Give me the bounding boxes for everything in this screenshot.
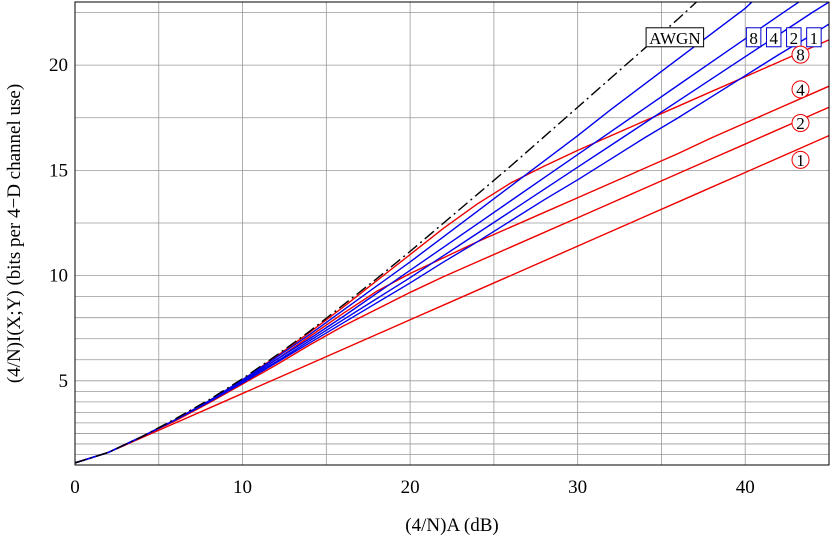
series-line-blue-1: [75, 23, 829, 464]
label-box: [745, 27, 762, 48]
series-label-text: 1: [810, 29, 819, 48]
series-label-red-4: 4: [791, 80, 810, 99]
x-tick-label: 20: [401, 477, 420, 498]
series-line-red-4: [75, 85, 829, 464]
series-label-black-awgn: AWGN: [645, 27, 705, 48]
series-label-text: 2: [790, 29, 799, 48]
label-box: [786, 27, 802, 48]
label-circle: [791, 114, 810, 133]
x-tick-labels: 0 10 20 30 40: [70, 477, 754, 498]
x-tick-label: 10: [233, 477, 252, 498]
series-line-red-8: [75, 39, 829, 464]
series-label-text: 2: [796, 114, 805, 133]
series-line-red-2: [75, 106, 829, 464]
x-tick-label: 0: [70, 477, 80, 498]
series-label-blue-2: 2: [786, 27, 802, 48]
series-label-red-1: 1: [791, 150, 810, 170]
series-label-red-8: 8: [791, 45, 810, 65]
series-label-text: 4: [796, 80, 805, 99]
series-line-blue-4: [75, 2, 800, 464]
label-box: [645, 27, 705, 48]
y-tick-label: 10: [49, 266, 68, 287]
x-tick-label: 40: [736, 477, 755, 498]
series-label-text: 8: [749, 29, 758, 48]
y-tick-labels: 5 10 15 20: [49, 55, 68, 392]
x-axis-label: (4/N)A (dB): [405, 515, 498, 536]
series-label-text: 1: [796, 151, 805, 170]
label-circle: [791, 45, 810, 64]
label-circle: [791, 80, 810, 99]
series-label-text: AWGN: [649, 29, 701, 48]
series-line-blue-2: [75, 2, 829, 464]
y-tick-label: 15: [49, 160, 68, 181]
label-box: [806, 27, 822, 48]
series-label-text: 8: [796, 46, 805, 65]
series-label-blue-8: 8: [745, 27, 762, 48]
series-label-blue-4: 4: [765, 27, 782, 48]
label-circle: [791, 150, 810, 169]
plot-frame: [74, 1, 830, 466]
series-label-text: 4: [769, 29, 778, 48]
grid: [74, 2, 830, 465]
y-axis-label: (4/N)I(X;Y) (bits per 4−D channel use): [4, 84, 25, 383]
label-box: [765, 27, 782, 48]
y-tick-label: 20: [49, 55, 68, 76]
y-tick-label: 5: [59, 371, 69, 392]
series-line-black-awgn: [75, 2, 698, 464]
series-lines: [75, 2, 829, 464]
series-line-blue-8: [75, 2, 753, 464]
x-tick-label: 30: [568, 477, 587, 498]
series-label-red-2: 2: [791, 114, 810, 133]
series-label-blue-1: 1: [806, 27, 822, 48]
series-line-red-1: [75, 134, 829, 464]
